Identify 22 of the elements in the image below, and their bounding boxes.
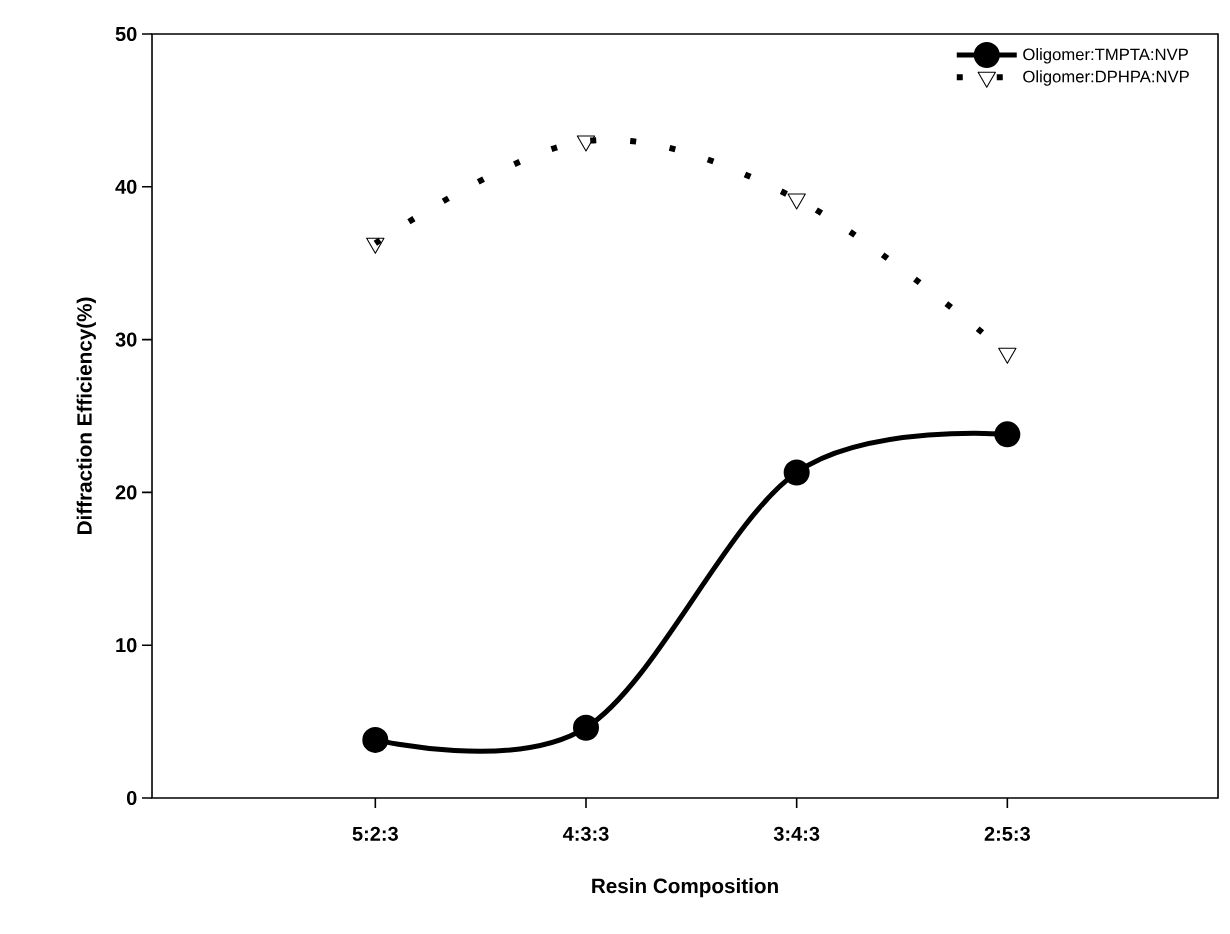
x-tick-label: 5:2:3 [352,826,398,841]
y-tick-label: 40 [115,179,137,194]
x-axis-title: Resin Composition [592,878,778,898]
point [998,347,1017,364]
legend-label: Oligomer:DPHPA:NVP [1023,70,1189,86]
y-tick-label: 30 [115,332,137,347]
point [576,135,596,152]
point [572,714,599,741]
y-axis-title: Diffraction Efficiency(%) [76,297,96,535]
y-tick-label: 50 [115,26,137,42]
point [783,459,810,486]
legend-label: Oligomer:TMPTA:NVP [1023,48,1188,64]
x-tick-label: 2:5:3 [984,826,1030,841]
y-tick-label: 20 [115,485,137,500]
point [994,421,1021,448]
y-tick-label: 10 [116,638,137,653]
point [787,193,806,210]
x-tick-label: 4:3:3 [562,826,609,841]
y-tick-label: 0 [126,790,137,806]
x-tick-label: 3:4:3 [773,826,820,841]
point [362,726,389,753]
point [366,237,385,254]
